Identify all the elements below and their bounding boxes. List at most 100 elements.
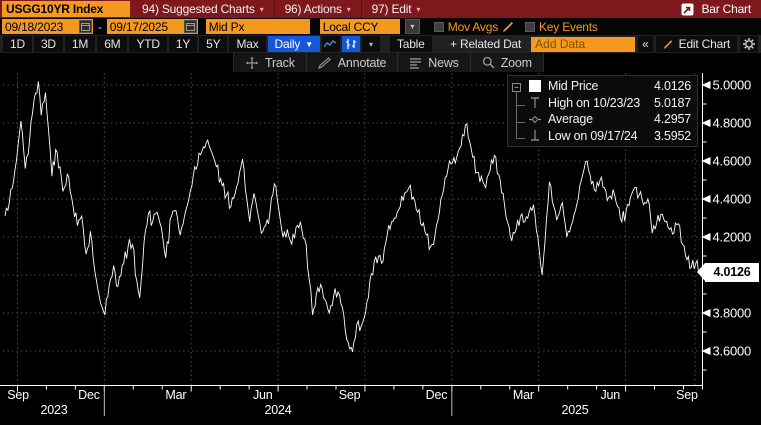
line-chart-type-button[interactable] — [321, 36, 340, 52]
svg-text:4.6000: 4.6000 — [713, 154, 752, 169]
edit-chart-button[interactable]: Edit Chart — [655, 36, 737, 52]
title-bar: USGG10YR Index 94) Suggested Charts ▾ 96… — [0, 0, 761, 18]
svg-text:3.6000: 3.6000 — [713, 344, 752, 359]
zoom-magnifier-icon — [482, 56, 495, 69]
chart-settings-button[interactable] — [740, 36, 758, 52]
date-end-group — [106, 19, 198, 34]
field-row: - ▾ Mov Avgs Key Events — [0, 18, 761, 35]
chevron-down-icon: ▾ — [259, 4, 264, 14]
track-crosshair-icon — [246, 56, 258, 69]
menu-suggested-charts[interactable]: 94) Suggested Charts ▾ — [132, 0, 275, 18]
zoom-label: Zoom — [500, 55, 532, 70]
legend-row-high[interactable]: High on 10/23/23 5.0187 — [528, 95, 691, 112]
period-max-button[interactable]: Max — [229, 36, 266, 52]
annotate-label: Annotate — [337, 55, 387, 70]
annotate-pencil-icon — [317, 56, 331, 69]
track-button[interactable]: Track — [233, 53, 307, 72]
svg-text:2024: 2024 — [264, 403, 291, 417]
svg-text:4.8000: 4.8000 — [713, 116, 752, 131]
frequency-label: Daily — [274, 37, 301, 51]
menu-edit[interactable]: 97) Edit ▾ — [362, 0, 431, 18]
export-icon — [681, 3, 694, 15]
svg-text:Dec: Dec — [78, 388, 100, 402]
calendar-icon[interactable] — [79, 20, 92, 33]
period-6m-button[interactable]: 6M — [97, 36, 128, 52]
table-button[interactable]: Table — [389, 36, 432, 52]
mov-avgs-checkbox[interactable] — [433, 21, 444, 32]
pencil-icon[interactable] — [502, 21, 515, 33]
legend-value: 5.0187 — [653, 95, 691, 110]
legend-row-average[interactable]: Average 4.2957 — [528, 111, 691, 128]
period-row: 1D 3D 1M 6M YTD 1Y 5Y Max Daily ▼ ▾ Tabl… — [0, 35, 761, 53]
mov-avgs-label: Mov Avgs — [447, 19, 498, 34]
bar-chart-label: Bar Chart — [701, 2, 751, 16]
period-5y-button[interactable]: 5Y — [199, 36, 228, 52]
menu-actions[interactable]: 96) Actions ▾ — [275, 0, 362, 18]
pencil-icon — [663, 39, 672, 49]
calendar-icon[interactable] — [183, 20, 197, 33]
annotate-button[interactable]: Annotate — [306, 53, 399, 72]
bar-chart-type-button[interactable] — [341, 36, 360, 52]
legend-label: Low on 09/17/24 — [548, 128, 638, 143]
menu-suggested-charts-label: 94) Suggested Charts — [142, 2, 255, 16]
svg-text:4.4000: 4.4000 — [713, 192, 752, 207]
currency-input[interactable] — [319, 19, 400, 34]
collapse-panel-button[interactable]: « — [638, 36, 653, 52]
chart-legend[interactable]: Mid Price 4.0126 High on 10/23/23 5.0187… — [507, 75, 698, 147]
currency-dropdown-button[interactable]: ▾ — [404, 19, 420, 34]
line-chart-icon — [324, 40, 337, 48]
menu-edit-label: 97) Edit — [371, 2, 412, 16]
period-3d-button[interactable]: 3D — [33, 36, 63, 52]
chart-toolbar: Track Annotate News Zoom — [233, 53, 544, 72]
svg-text:3.8000: 3.8000 — [713, 306, 752, 321]
chevron-down-icon: ▾ — [416, 4, 421, 14]
period-1m-button[interactable]: 1M — [64, 36, 96, 52]
chevron-down-icon: ▼ — [305, 39, 313, 49]
legend-label: High on 10/23/23 — [548, 95, 641, 110]
add-data-input[interactable] — [531, 36, 636, 52]
date-start-group — [2, 19, 93, 34]
svg-text:Dec: Dec — [426, 388, 448, 402]
date-end-input[interactable] — [106, 19, 183, 34]
related-data-button[interactable]: + Related Dat — [450, 37, 522, 51]
legend-row-low[interactable]: Low on 09/17/24 3.5952 — [528, 128, 691, 145]
period-1y-button[interactable]: 1Y — [168, 36, 198, 52]
svg-text:5.0000: 5.0000 — [713, 78, 752, 93]
legend-value: 4.2957 — [653, 112, 691, 127]
zoom-button[interactable]: Zoom — [470, 53, 544, 72]
last-price-label: 4.0126 — [697, 263, 759, 282]
track-label: Track — [265, 55, 295, 70]
date-start-input[interactable] — [2, 19, 78, 34]
legend-value: 4.0126 — [653, 79, 691, 94]
price-field-input[interactable] — [205, 19, 310, 34]
period-row-right: + Related Dat « Edit Chart — [443, 36, 758, 52]
chart-type-dropdown[interactable]: ▾ — [361, 36, 380, 52]
svg-text:Sep: Sep — [339, 388, 361, 402]
news-button[interactable]: News — [398, 53, 471, 72]
chevron-down-icon: ▾ — [346, 4, 351, 14]
svg-text:Sep: Sep — [7, 388, 29, 402]
svg-text:2023: 2023 — [40, 403, 67, 417]
period-ytd-button[interactable]: YTD — [129, 36, 167, 52]
svg-text:Jun: Jun — [253, 388, 273, 402]
svg-text:2025: 2025 — [561, 403, 588, 417]
legend-label: Average — [548, 112, 593, 127]
gear-icon — [743, 38, 755, 50]
svg-text:Jun: Jun — [600, 388, 620, 402]
legend-row-mid-price[interactable]: Mid Price 4.0126 — [528, 78, 691, 95]
period-1d-button[interactable]: 1D — [3, 36, 32, 52]
mid-price-swatch-icon — [528, 80, 542, 93]
mid-price-series — [4, 81, 701, 353]
bar-chart-button[interactable]: Bar Chart — [671, 2, 761, 16]
news-label: News — [428, 55, 459, 70]
frequency-dropdown[interactable]: Daily ▼ — [267, 36, 320, 52]
chevron-down-icon: ▾ — [369, 39, 373, 49]
edit-chart-label: Edit Chart — [678, 37, 731, 51]
ticker-input[interactable]: USGG10YR Index — [2, 1, 130, 17]
key-events-checkbox[interactable] — [525, 21, 535, 32]
legend-label: Mid Price — [548, 79, 599, 94]
news-icon — [410, 57, 422, 69]
menu-actions-label: 96) Actions — [284, 2, 342, 16]
